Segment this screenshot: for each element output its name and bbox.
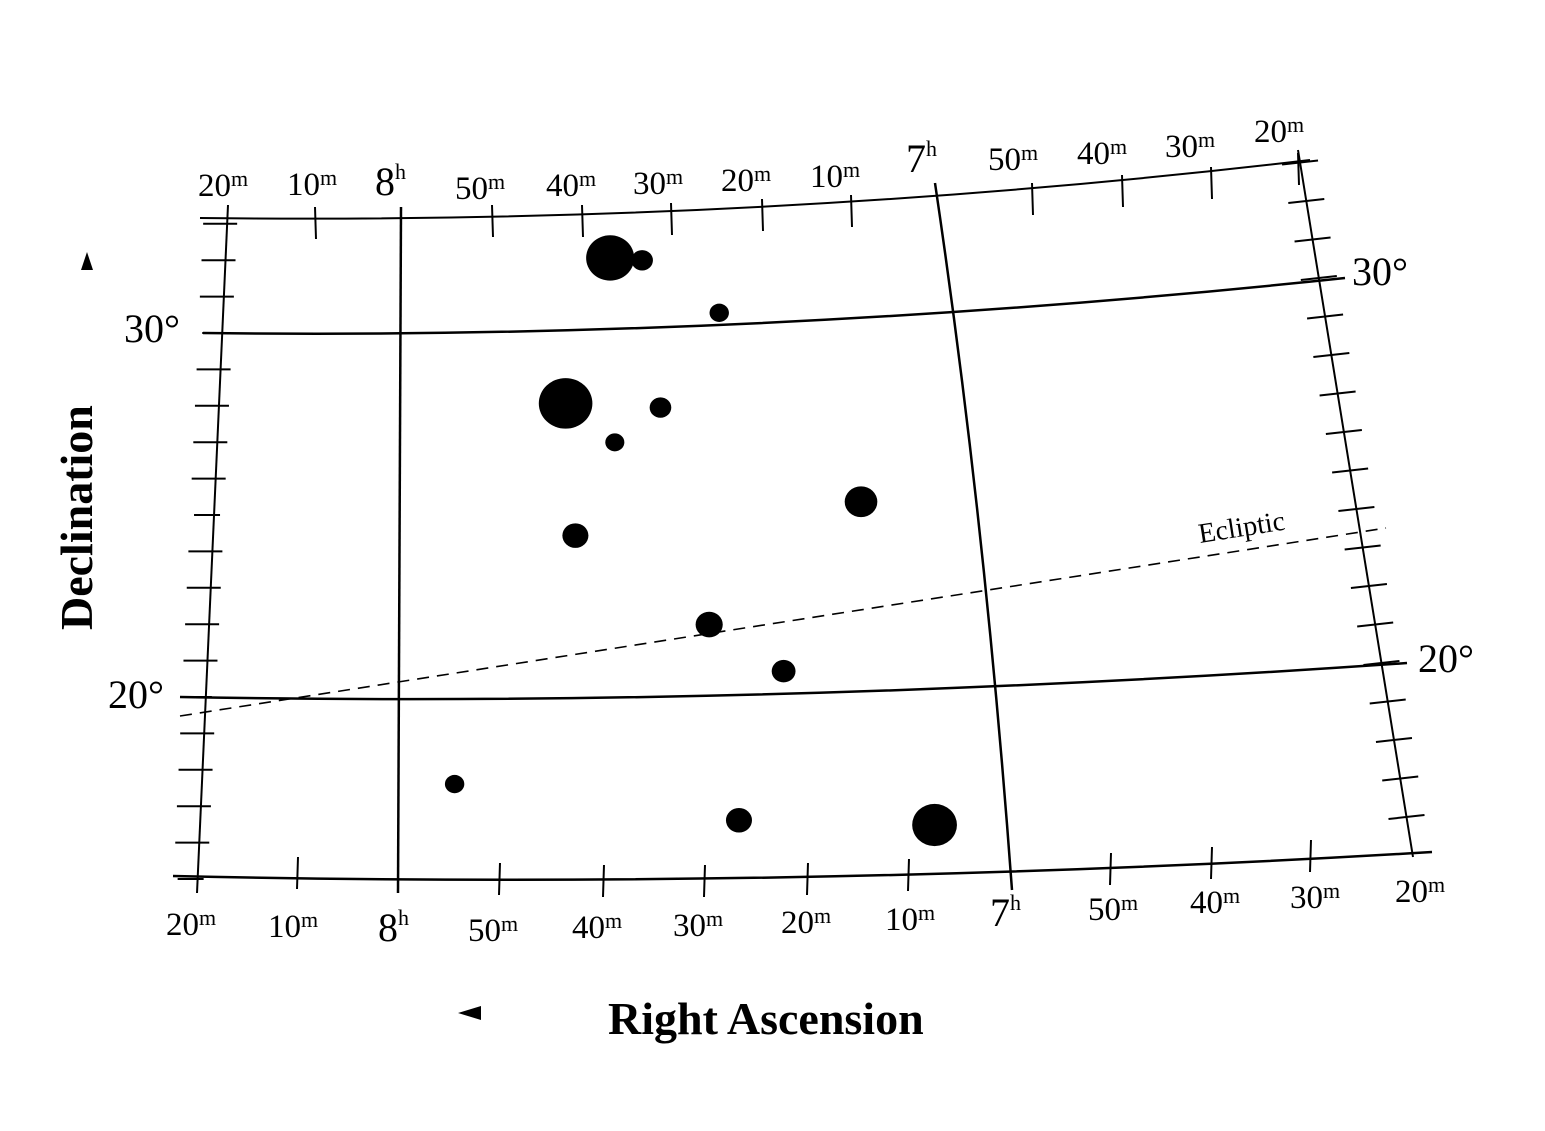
ra-tick-top xyxy=(491,204,494,238)
star xyxy=(562,523,589,548)
star xyxy=(695,611,723,638)
x-axis-title: Right Ascension xyxy=(608,993,924,1044)
ra-tick-bottom xyxy=(602,864,605,898)
dec-tick-right xyxy=(1319,390,1356,397)
ra-tick-top xyxy=(761,198,764,232)
dec-label-right-30: 30° xyxy=(1352,249,1408,294)
ra-label-top: 20m xyxy=(198,166,248,204)
star xyxy=(605,433,625,452)
ra-label-top: 30m xyxy=(1165,127,1215,165)
ra-tick-bottom xyxy=(907,858,910,892)
ra-label-bottom: 7h xyxy=(990,890,1021,935)
ra-label-top: 40m xyxy=(1077,134,1127,172)
ra-label-top: 40m xyxy=(546,166,596,204)
dec-line-bottom xyxy=(172,850,1433,882)
star xyxy=(649,397,672,418)
ra-label-top: 8h xyxy=(375,159,406,204)
ra-tick-top xyxy=(314,206,317,240)
dec-tick-right xyxy=(1294,236,1331,243)
ra-line-8h xyxy=(396,206,403,894)
ra-tick-top xyxy=(1121,174,1124,208)
ecliptic-line xyxy=(179,527,1387,717)
star xyxy=(709,303,729,322)
ra-label-bottom: 30m xyxy=(673,906,723,944)
dec-tick-right xyxy=(1325,429,1362,435)
dec-tick-right xyxy=(1388,814,1425,820)
ra-tick-bottom xyxy=(1309,839,1312,873)
ra-tick-top xyxy=(1297,152,1300,186)
ra-label-bottom: 20m xyxy=(781,903,831,941)
dec-label-right-20: 20° xyxy=(1418,636,1474,681)
ra-label-bottom: 10m xyxy=(268,907,318,945)
star xyxy=(444,774,465,794)
dec-label-left-30: 30° xyxy=(124,306,180,351)
ra-tick-bottom xyxy=(703,864,706,898)
dec-tick-right xyxy=(1344,544,1381,551)
ra-label-top: 7h xyxy=(906,136,937,181)
ra-label-bottom: 8h xyxy=(378,905,409,950)
dec-tick-right xyxy=(1369,698,1406,705)
dec-tick-right xyxy=(1375,737,1413,743)
ra-tick-top xyxy=(581,204,584,238)
dec-tick-right xyxy=(1313,352,1350,358)
dec-tick-right xyxy=(1332,467,1369,474)
ra-label-bottom: 40m xyxy=(1190,883,1240,921)
dec-tick-right xyxy=(1281,159,1319,166)
dec-line-20 xyxy=(179,661,1408,701)
ra-tick-top xyxy=(1031,182,1034,216)
left-arrow-icon xyxy=(458,1006,481,1020)
ra-tick-top xyxy=(1210,166,1213,200)
y-axis-title: Declination xyxy=(51,405,102,630)
dec-tick-right xyxy=(1363,660,1400,666)
ra-label-top: 50m xyxy=(455,169,505,207)
ra-label-bottom: 20m xyxy=(1395,872,1445,910)
dec-tick-right xyxy=(1338,506,1375,512)
ra-tick-bottom xyxy=(1210,846,1213,880)
star xyxy=(586,235,635,281)
ra-label-top: 10m xyxy=(287,165,337,203)
dec-tick-right xyxy=(1357,621,1394,628)
ra-label-top: 30m xyxy=(633,164,683,202)
dec-line-30 xyxy=(202,276,1346,335)
frame-left xyxy=(196,204,229,894)
ra-label-bottom: 30m xyxy=(1290,878,1340,916)
ra-label-bottom: 20m xyxy=(166,905,216,943)
dec-tick-right xyxy=(1288,198,1325,204)
ecliptic-label: Ecliptic xyxy=(1196,506,1287,550)
star xyxy=(771,659,796,683)
star xyxy=(538,378,593,429)
star xyxy=(912,803,957,847)
ra-tick-bottom xyxy=(1109,852,1112,886)
star xyxy=(844,486,878,518)
ra-label-bottom: 50m xyxy=(468,911,518,949)
ra-label-top: 20m xyxy=(721,161,771,199)
ra-label-bottom: 40m xyxy=(572,908,622,946)
ra-tick-bottom xyxy=(296,856,299,890)
ra-label-top: 50m xyxy=(988,140,1038,178)
ra-line-7h xyxy=(933,182,1014,891)
ra-label-bottom: 50m xyxy=(1088,890,1138,928)
star xyxy=(631,250,653,271)
dec-label-left-20: 20° xyxy=(108,672,164,717)
ra-tick-bottom xyxy=(806,862,809,896)
dec-tick-right xyxy=(1300,275,1337,281)
ra-label-top: 20m xyxy=(1254,112,1304,150)
ra-tick-top xyxy=(850,194,853,228)
dec-tick-right xyxy=(1382,775,1419,782)
ra-label-bottom: 10m xyxy=(885,900,935,938)
dec-line-top xyxy=(199,159,1311,220)
dec-tick-right xyxy=(1306,313,1344,320)
star xyxy=(725,807,752,833)
dec-tick-right xyxy=(1350,583,1388,589)
ra-label-top: 10m xyxy=(810,157,860,195)
ra-tick-top xyxy=(670,202,673,236)
ra-tick-bottom xyxy=(498,862,501,896)
up-arrow-icon xyxy=(81,252,93,270)
